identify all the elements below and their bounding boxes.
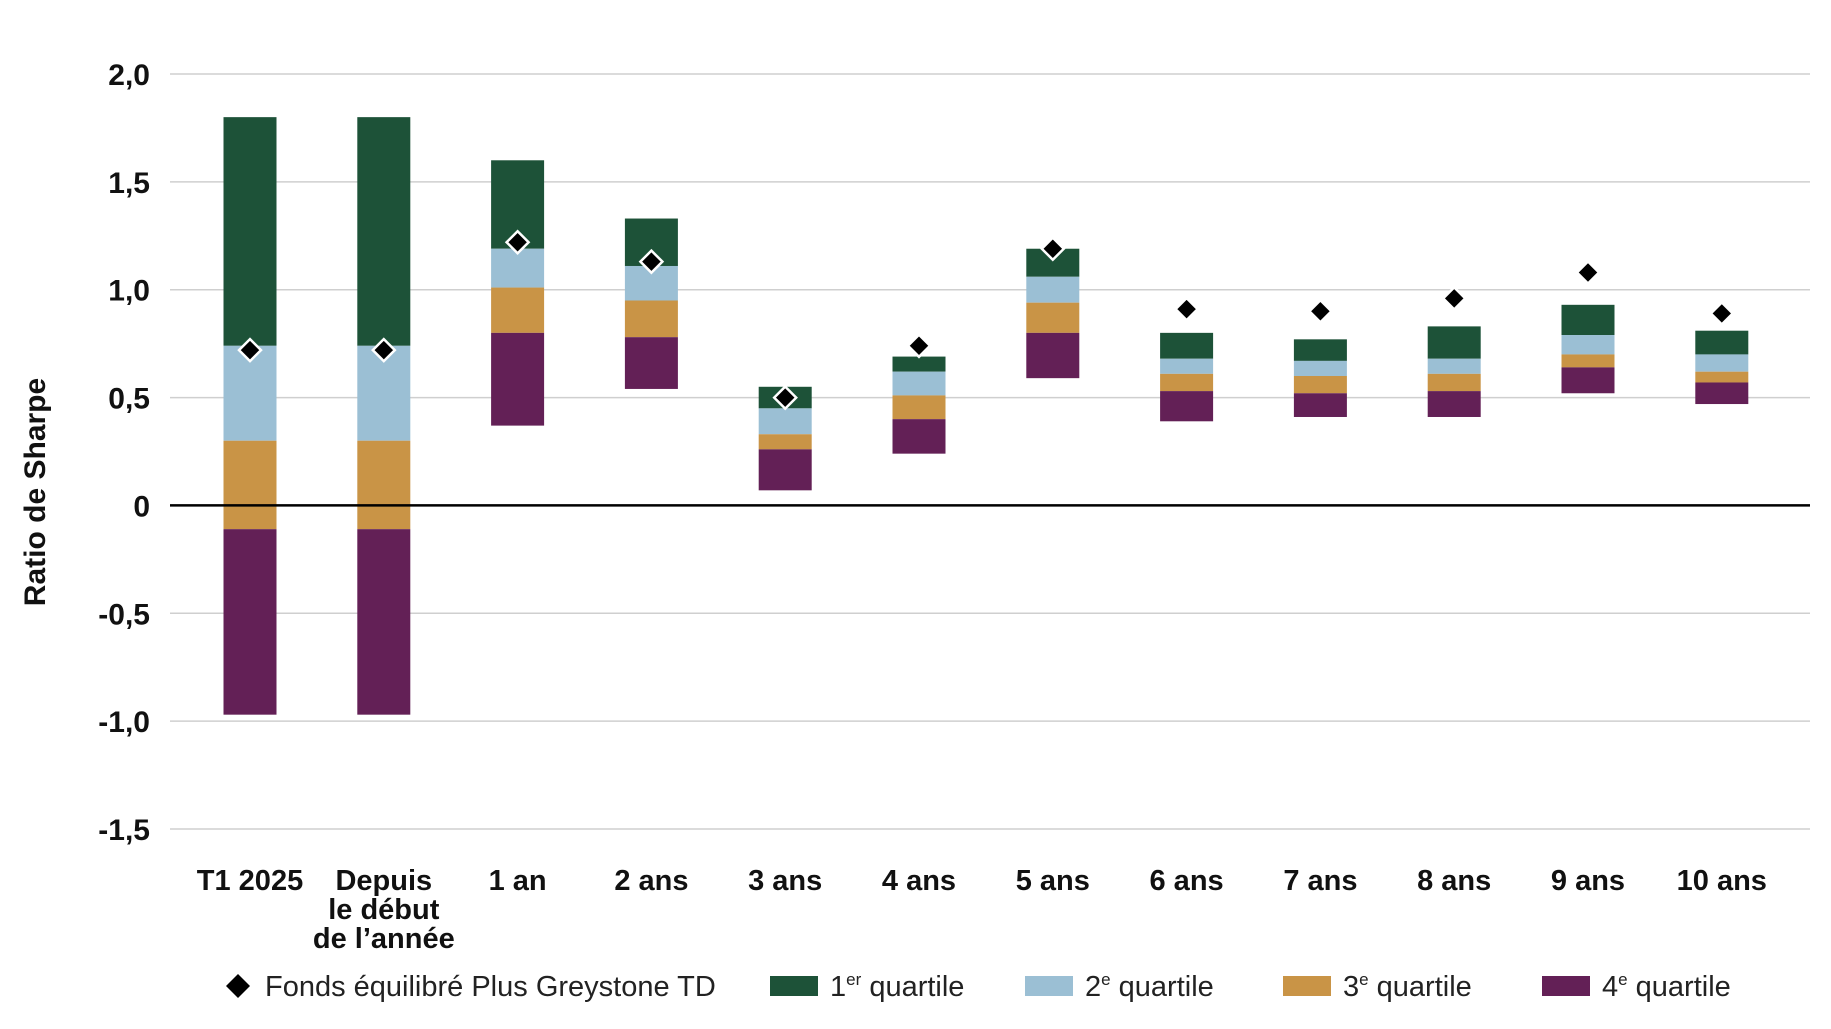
bar-quartile-1: [892, 356, 946, 372]
legend-swatch-quartile-4: [1542, 976, 1590, 996]
legend-swatch-quartile-2: [1025, 976, 1073, 996]
bar-quartile-1: [223, 117, 277, 346]
bar-quartile-1: [1561, 304, 1615, 336]
legend-fund-diamond-icon: [226, 974, 250, 998]
x-category-label: 8 ans: [1417, 865, 1491, 897]
y-tick-labels: 2,0 1,5 1,0 0,5 0 -0,5 -1,0 -1,5: [98, 59, 150, 847]
bar-quartile-2: [1026, 276, 1080, 303]
x-category-label: 10 ans: [1677, 865, 1767, 897]
x-category-label: 7 ans: [1283, 865, 1357, 897]
bar-quartile-4: [491, 332, 545, 426]
bar-quartile-3: [223, 440, 277, 530]
bar-quartile-3: [357, 440, 411, 530]
fund-marker: [371, 337, 397, 363]
quartile-bars: [223, 117, 1749, 715]
y-tick-label: -0,5: [98, 598, 150, 631]
bar-quartile-3: [624, 300, 678, 338]
y-tick-label: 0: [133, 490, 150, 523]
bar-quartile-3: [1293, 376, 1347, 394]
fund-marker: [1575, 259, 1601, 286]
x-category-label: 6 ans: [1150, 865, 1224, 897]
fund-marker: [1441, 285, 1467, 312]
bar-quartile-2: [892, 371, 946, 396]
bar-quartile-2: [758, 408, 812, 435]
x-category-label: 5 ans: [1016, 865, 1090, 897]
bar-quartile-3: [1026, 302, 1080, 333]
bar-quartile-2: [1293, 360, 1347, 376]
bar-quartile-4: [624, 337, 678, 389]
x-category-label: T1 2025: [197, 865, 303, 897]
y-tick-label: -1,0: [98, 706, 150, 739]
bar-quartile-2: [1561, 335, 1615, 355]
legend-label-quartile-1: 1er quartile: [830, 970, 964, 1003]
bar-quartile-1: [1427, 326, 1481, 359]
y-tick-label: 1,0: [108, 275, 150, 308]
bar-quartile-4: [1293, 393, 1347, 417]
x-category-label: Depuis: [335, 865, 432, 897]
x-category-label: de l’année: [313, 923, 455, 955]
legend-swatch-quartile-1: [770, 976, 818, 996]
x-category-label: 1 an: [489, 865, 547, 897]
y-tick-label: 0,5: [108, 383, 150, 416]
bar-quartile-4: [223, 529, 277, 715]
legend: Fonds équilibré Plus Greystone TD 1er qua…: [226, 970, 1731, 1003]
legend-label-quartile-2: 2e quartile: [1085, 970, 1214, 1003]
fund-marker: [237, 337, 263, 363]
bar-quartile-3: [892, 395, 946, 420]
y-axis-label: Ratio de Sharpe: [19, 378, 52, 606]
x-category-label: 2 ans: [614, 865, 688, 897]
bar-quartile-1: [1695, 330, 1749, 355]
grid-lines: [170, 73, 1810, 830]
bar-quartile-4: [357, 529, 411, 715]
bar-quartile-1: [1160, 332, 1214, 359]
bar-quartile-2: [491, 248, 545, 288]
bar-quartile-2: [1695, 354, 1749, 372]
fund-markers: [237, 229, 1735, 411]
bar-quartile-1: [1293, 339, 1347, 361]
y-tick-label: 1,5: [108, 167, 150, 200]
bar-quartile-2: [1427, 358, 1481, 374]
bar-quartile-2: [1160, 358, 1214, 374]
bar-quartile-1: [357, 117, 411, 346]
y-tick-label: -1,5: [98, 814, 150, 847]
bar-quartile-3: [1160, 373, 1214, 392]
bar-quartile-4: [1160, 391, 1214, 422]
bar-quartile-4: [1026, 332, 1080, 379]
legend-swatch-quartile-3: [1283, 976, 1331, 996]
bar-quartile-4: [1561, 367, 1615, 394]
fund-marker: [1173, 296, 1200, 322]
x-category-label: 9 ans: [1551, 865, 1625, 897]
bar-quartile-4: [1427, 391, 1481, 417]
bar-quartile-3: [1695, 371, 1749, 383]
x-category-label: 4 ans: [882, 865, 956, 897]
fund-marker: [638, 248, 665, 275]
legend-fund-label: Fonds équilibré Plus Greystone TD: [265, 971, 716, 1003]
fund-marker: [1709, 300, 1735, 327]
fund-marker: [1307, 298, 1334, 325]
bar-quartile-3: [758, 434, 812, 450]
fund-marker: [772, 384, 798, 411]
fund-marker: [906, 333, 932, 359]
y-tick-label: 2,0: [108, 59, 150, 92]
bar-quartile-4: [892, 419, 946, 454]
legend-label-quartile-4: 4e quartile: [1602, 970, 1731, 1003]
x-category-label: le début: [328, 894, 440, 926]
bar-quartile-3: [1427, 373, 1481, 392]
fund-marker: [504, 229, 531, 256]
bar-quartile-3: [1561, 354, 1615, 368]
legend-label-quartile-3: 3e quartile: [1343, 970, 1472, 1003]
bar-quartile-4: [1695, 382, 1749, 405]
x-category-label: 3 ans: [748, 865, 822, 897]
fund-marker: [1040, 235, 1066, 262]
bar-quartile-4: [758, 449, 812, 491]
bar-quartile-3: [491, 287, 545, 333]
